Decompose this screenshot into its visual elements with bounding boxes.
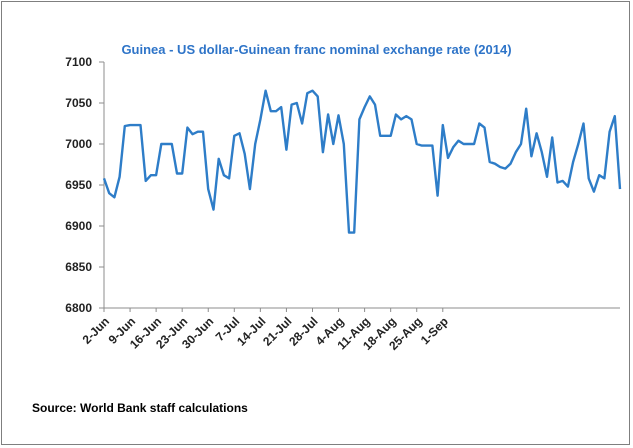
x-tick-label: 1-Sep bbox=[418, 314, 451, 347]
y-tick-label: 6800 bbox=[65, 301, 92, 315]
y-tick-label: 7100 bbox=[65, 55, 92, 69]
x-tick-label: 2-Jun bbox=[80, 314, 113, 347]
x-tick-label: 14-Jul bbox=[234, 314, 268, 348]
x-tick-label: 28-Jul bbox=[286, 314, 320, 348]
chart-title: Guinea - US dollar-Guinean franc nominal… bbox=[121, 42, 512, 57]
y-tick-label: 7000 bbox=[65, 137, 92, 151]
x-ticks: 2-Jun9-Jun16-Jun23-Jun30-Jun7-Jul14-Jul2… bbox=[80, 308, 451, 353]
source-note: Source: World Bank staff calculations bbox=[32, 401, 248, 415]
y-ticks: 6800 6850 6900 6950 7000 7050 7100 bbox=[65, 55, 104, 315]
y-tick-label: 6850 bbox=[65, 260, 92, 274]
y-tick-label: 7050 bbox=[65, 96, 92, 110]
y-tick-label: 6900 bbox=[65, 219, 92, 233]
x-tick-label: 21-Jul bbox=[260, 314, 294, 348]
exchange-rate-series-line bbox=[102, 89, 622, 234]
y-tick-label: 6950 bbox=[65, 178, 92, 192]
